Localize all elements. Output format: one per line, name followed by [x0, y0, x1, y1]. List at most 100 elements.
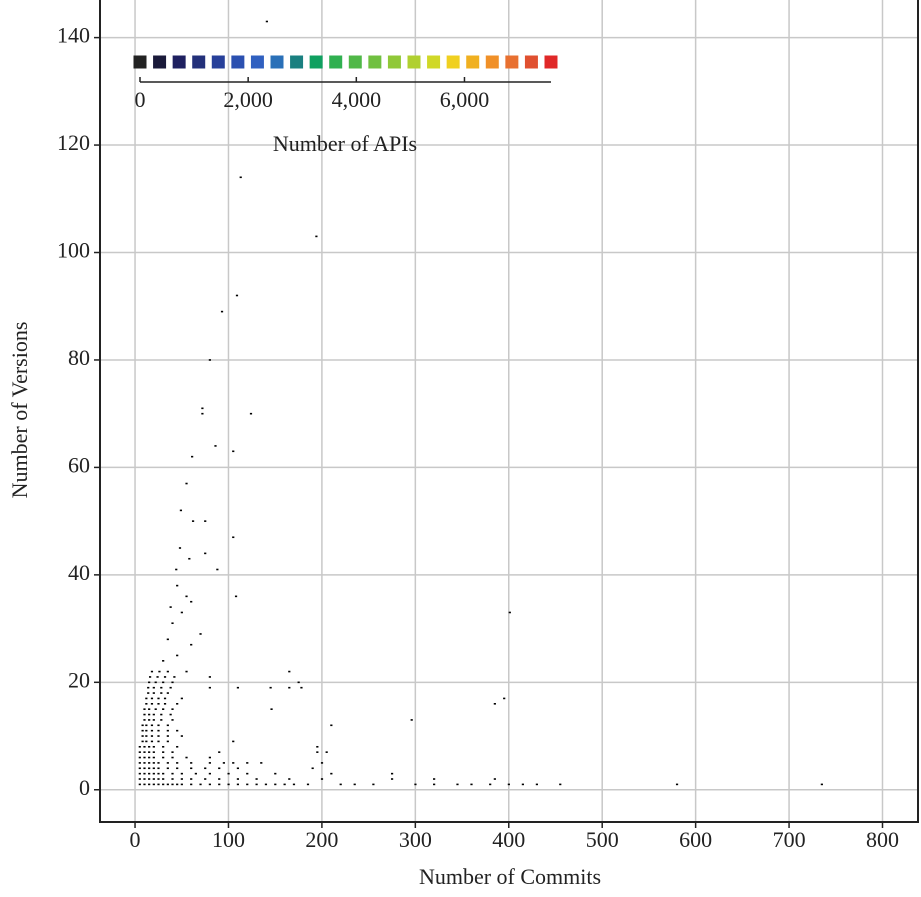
point: [148, 676, 152, 678]
colorbar-swatch: [250, 55, 264, 69]
point: [320, 778, 324, 780]
point: [166, 740, 169, 743]
point: [169, 686, 172, 689]
point: [353, 783, 356, 786]
point: [162, 708, 165, 710]
point: [191, 455, 194, 458]
point: [143, 708, 146, 710]
point: [232, 740, 235, 743]
point: [173, 676, 176, 678]
point: [156, 676, 159, 678]
point: [138, 767, 141, 770]
point: [414, 783, 417, 786]
y-tick-label: 120: [57, 130, 90, 155]
point: [270, 708, 273, 710]
y-tick-label: 20: [68, 667, 90, 692]
point: [255, 783, 258, 786]
point: [315, 235, 318, 238]
point: [171, 751, 174, 753]
point: [218, 751, 221, 753]
point: [185, 482, 188, 485]
point: [330, 724, 333, 727]
point: [283, 783, 286, 786]
point: [320, 762, 324, 764]
point: [143, 772, 146, 775]
point: [152, 692, 155, 694]
colorbar-swatch: [524, 55, 538, 69]
point: [204, 767, 207, 770]
point: [162, 751, 165, 753]
point: [152, 778, 155, 780]
point: [190, 762, 193, 764]
point: [208, 359, 211, 361]
point: [274, 772, 277, 775]
point: [152, 751, 155, 753]
point: [157, 735, 160, 737]
colorbar-swatch: [368, 55, 382, 69]
point: [163, 703, 167, 705]
point: [199, 783, 202, 786]
point: [178, 547, 182, 549]
point: [150, 703, 154, 705]
point: [148, 751, 151, 753]
point: [166, 783, 169, 786]
point: [143, 762, 146, 764]
point: [145, 729, 148, 732]
colorbar-swatch: [446, 55, 460, 69]
point: [162, 660, 165, 662]
colorbar-swatch: [427, 55, 441, 69]
point: [190, 600, 193, 603]
x-tick-label: 0: [130, 827, 141, 852]
point: [191, 520, 195, 522]
point: [166, 767, 169, 770]
colorbar-swatch: [231, 55, 245, 69]
y-tick-label: 0: [79, 775, 90, 800]
point: [820, 783, 823, 786]
point: [171, 772, 174, 775]
point: [152, 713, 155, 716]
x-axis-label: Number of Commits: [419, 864, 601, 889]
point: [166, 729, 169, 732]
colorbar-swatch: [466, 55, 480, 69]
point: [160, 692, 163, 694]
colorbar-swatch: [544, 55, 558, 69]
point: [260, 762, 263, 764]
point: [232, 762, 235, 764]
colorbar-tick-label: 0: [135, 87, 146, 112]
point: [138, 783, 141, 786]
point: [150, 735, 154, 737]
point: [235, 294, 239, 297]
point: [148, 756, 151, 759]
point: [176, 654, 179, 657]
point: [410, 719, 413, 721]
point: [236, 767, 240, 770]
point: [246, 772, 249, 775]
point: [138, 751, 141, 753]
x-tick-label: 600: [679, 827, 712, 852]
point: [503, 697, 506, 700]
point: [148, 778, 151, 780]
point: [218, 783, 221, 786]
point: [143, 756, 146, 759]
point: [316, 751, 319, 753]
point: [433, 783, 436, 786]
point: [306, 783, 310, 786]
point: [208, 772, 211, 775]
colorbar-swatch: [407, 55, 421, 69]
colorbar-tick-label: 2,000: [223, 87, 273, 112]
point: [145, 740, 148, 743]
point: [145, 724, 148, 727]
point: [162, 756, 165, 759]
point: [559, 783, 562, 786]
y-tick-label: 140: [57, 23, 90, 48]
point: [227, 783, 230, 786]
point: [180, 697, 183, 700]
point: [150, 729, 154, 732]
point: [150, 740, 154, 743]
point: [143, 778, 146, 780]
x-tick-label: 300: [399, 827, 432, 852]
point: [269, 686, 272, 689]
point: [138, 772, 141, 775]
point: [176, 783, 179, 786]
point: [208, 783, 211, 786]
